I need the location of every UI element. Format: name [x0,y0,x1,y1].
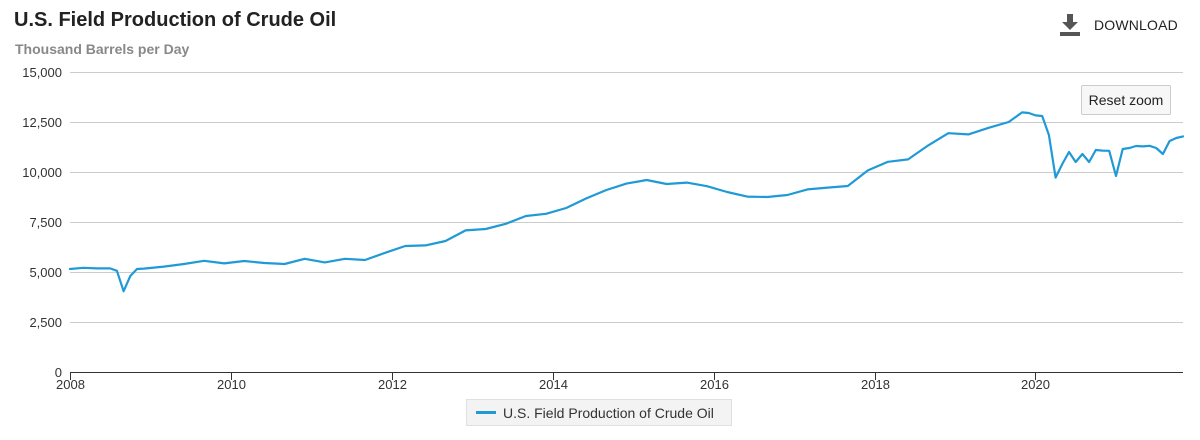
legend-swatch [476,411,496,414]
download-label: DOWNLOAD [1093,17,1178,33]
download-button[interactable]: DOWNLOAD [1059,14,1178,36]
series-layer [68,111,1185,293]
y-tick-label: 10,000 [22,165,62,180]
y-tick-label: 5,000 [29,265,62,280]
reset-zoom-button[interactable]: Reset zoom [1081,85,1171,115]
legend-label: U.S. Field Production of Crude Oil [503,404,714,421]
x-tick-label: 2010 [217,377,246,392]
grid-lines [70,72,1183,323]
x-tick-label: 2008 [56,377,85,392]
y-tick-label: 7,500 [29,215,62,230]
y-tick-label: 2,500 [29,315,62,330]
series-line [68,111,1185,293]
x-tick-label: 2014 [539,377,568,392]
y-tick-label: 12,500 [22,115,62,130]
axes [70,372,1183,380]
legend-item[interactable]: U.S. Field Production of Crude Oil [466,399,732,426]
chart-subtitle: Thousand Barrels per Day [15,41,190,57]
y-tick-label: 0 [55,365,62,380]
x-axis-labels: 2008 2010 2012 2014 2016 2018 2020 [56,377,1050,392]
chart-title: U.S. Field Production of Crude Oil [14,9,337,31]
x-tick-label: 2020 [1021,377,1050,392]
x-tick-label: 2018 [861,377,890,392]
y-tick-label: 15,000 [22,65,62,80]
x-tick-label: 2012 [378,377,407,392]
y-axis-labels: 0 2,500 5,000 7,500 10,000 12,500 15,000 [22,65,62,380]
x-tick-label: 2016 [700,377,729,392]
download-icon [1059,14,1080,36]
